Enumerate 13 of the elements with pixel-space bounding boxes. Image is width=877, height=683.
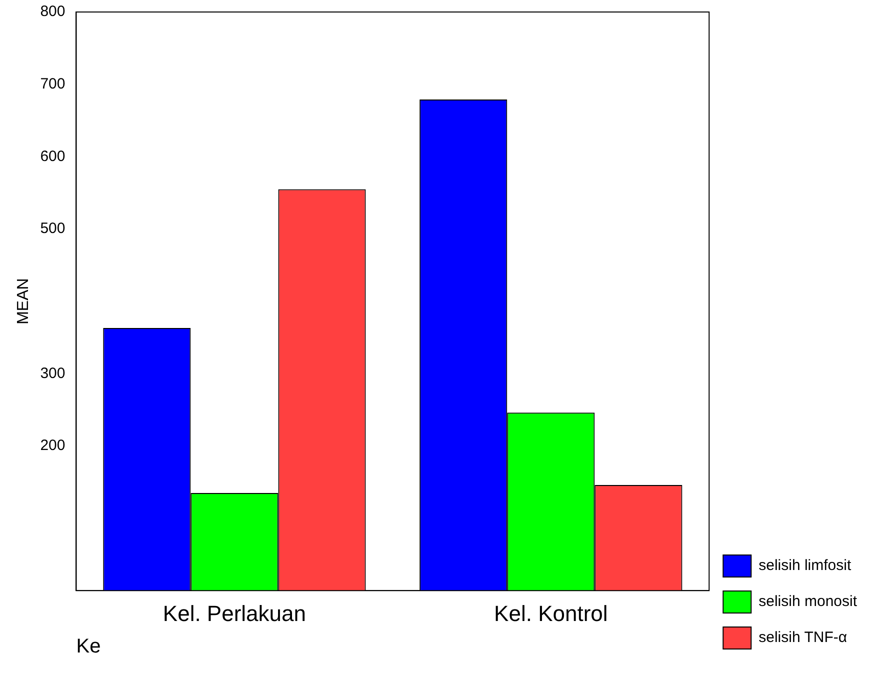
legend-label: selisih TNF-α bbox=[758, 629, 848, 646]
y-tick-label: 300 bbox=[40, 364, 66, 382]
y-tick-label: 700 bbox=[40, 75, 66, 92]
x-tick-label: Kel. Kontrol bbox=[494, 600, 608, 626]
y-tick-label: 600 bbox=[40, 148, 66, 165]
y-tick-label: 200 bbox=[40, 437, 66, 454]
y-tick-label: 500 bbox=[40, 220, 66, 238]
x-axis-title: Ke bbox=[76, 636, 101, 658]
x-tick-label: Kel. Perlakuan bbox=[162, 600, 306, 626]
y-axis-title: MEAN bbox=[15, 278, 32, 324]
legend-label: selisih monosit bbox=[758, 593, 858, 610]
legend-label: selisih limfosit bbox=[758, 557, 852, 574]
y-tick-label: 800 bbox=[40, 3, 66, 20]
